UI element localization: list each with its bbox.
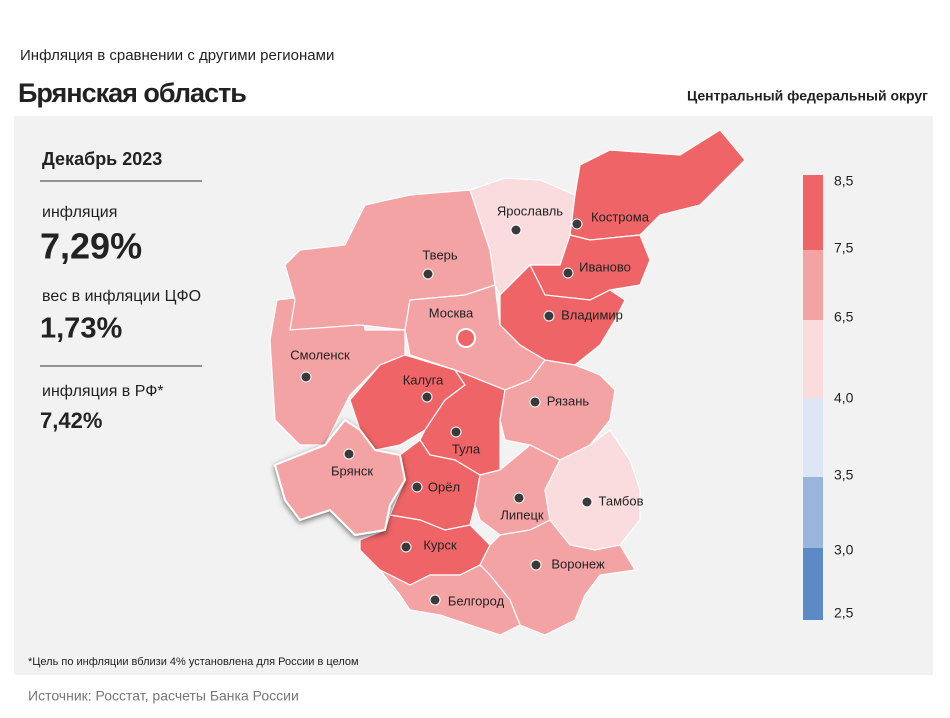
text: *Цель по инфляции вблизи 4% установлена … — [28, 656, 359, 668]
legend-label: 2,5 — [834, 605, 854, 621]
text: 1,73% — [40, 313, 122, 345]
text: Источник: Росстат, расчеты Банка России — [28, 688, 299, 704]
region-label: Москва — [429, 305, 474, 320]
region-label: Кострома — [591, 209, 650, 224]
city-dot — [411, 481, 423, 493]
city-dot — [422, 268, 434, 280]
city-dot — [429, 594, 441, 606]
legend-label: 3,5 — [834, 467, 854, 483]
legend-labels: 8,5 7,5 6,5 4,0 3,5 3,0 2,5 — [834, 173, 854, 621]
region-label: Липецк — [500, 507, 544, 522]
city-dot — [421, 391, 433, 403]
region — [544, 429, 641, 551]
text: вес в инфляции ЦФО — [42, 288, 201, 305]
legend-swatch — [803, 320, 823, 398]
text: инфляция в РФ* — [42, 383, 164, 400]
region-label: Тула — [452, 441, 481, 456]
city-dot — [400, 541, 412, 553]
legend-swatch — [803, 477, 823, 548]
region-label: Орёл — [428, 479, 460, 494]
city-dot — [450, 426, 462, 438]
region-label: Брянск — [331, 463, 373, 478]
region-label: Смоленск — [290, 347, 350, 362]
map — [269, 129, 746, 636]
region-labels: Ярославль Кострома Иваново Тверь Москва Влади… — [290, 203, 649, 608]
city-dot — [300, 371, 312, 383]
region-label: Иваново — [579, 259, 631, 274]
text: 7,42% — [40, 408, 102, 433]
legend-label: 8,5 — [834, 173, 854, 189]
region-label: Калуга — [403, 372, 444, 387]
city-dot — [510, 224, 522, 236]
region-label: Рязань — [547, 393, 590, 408]
capital-marker — [456, 328, 476, 348]
legend-label: 4,0 — [834, 390, 854, 406]
city-dot — [562, 267, 574, 279]
legend-swatch — [803, 548, 823, 620]
city-dot — [571, 218, 583, 230]
legend-label: 3,0 — [834, 542, 854, 558]
legend-swatch — [803, 250, 823, 320]
city-dot — [543, 310, 555, 322]
region-label: Владимир — [561, 307, 623, 322]
legend-label: 6,5 — [834, 309, 854, 325]
text: Центральный федеральный округ — [687, 88, 928, 104]
city-dot — [530, 559, 542, 571]
legend-swatch — [803, 175, 823, 250]
legend — [803, 175, 823, 620]
legend-label: 7,5 — [834, 240, 854, 256]
region-label: Белгород — [448, 593, 505, 608]
region-label: Тверь — [422, 247, 458, 262]
city-dot — [529, 396, 541, 408]
region-label: Воронеж — [551, 556, 605, 571]
region — [273, 418, 407, 537]
text: инфляция — [42, 204, 117, 221]
region — [389, 439, 481, 531]
legend-swatch — [803, 398, 823, 477]
text: Брянская область — [18, 78, 246, 108]
region — [379, 564, 521, 636]
region-label: Курск — [423, 537, 457, 552]
city-dot — [513, 492, 525, 504]
text: Инфляция в сравнении с другими регионами — [20, 47, 334, 64]
text: 7,29% — [40, 226, 142, 267]
city-dot — [581, 496, 593, 508]
city-dot — [343, 448, 355, 460]
region-label: Тамбов — [599, 493, 644, 508]
region — [499, 359, 616, 461]
region-label: Ярославль — [497, 203, 563, 218]
text: Декабрь 2023 — [42, 149, 162, 169]
